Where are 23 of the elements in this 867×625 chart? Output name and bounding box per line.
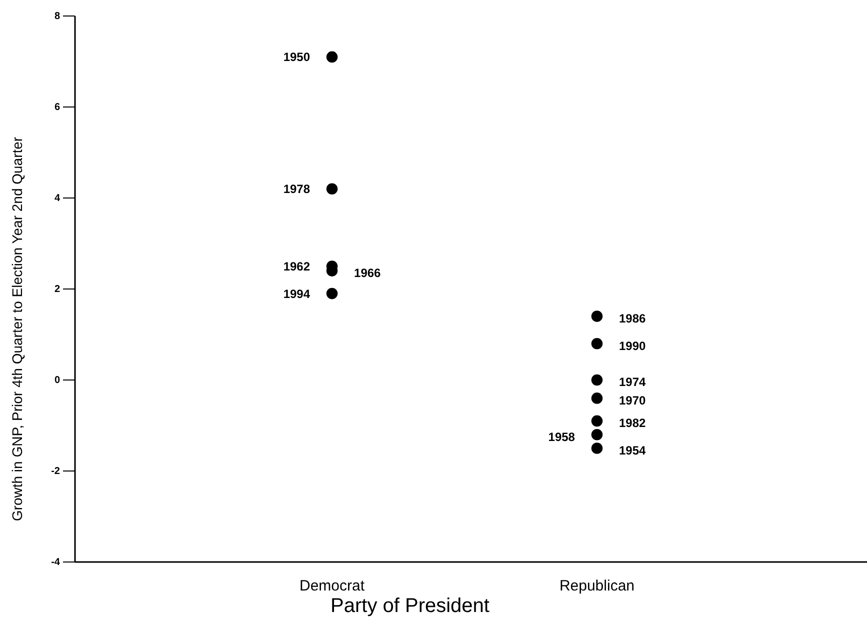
annotation: 1974 — [618, 375, 646, 390]
y-tick-label: 6 — [54, 102, 60, 114]
x-axis-title: Party of President — [330, 595, 490, 617]
y-tick-label: 4 — [54, 193, 60, 204]
annotation: 1962 — [283, 259, 310, 274]
annotation: 1982 — [618, 416, 646, 430]
y-tick-label: -2 — [51, 466, 60, 478]
y-tick-label: 8 — [54, 11, 60, 22]
x-tick-label: Democrat — [300, 578, 366, 595]
annotation: 1994 — [283, 286, 310, 301]
annotation: 1986 — [618, 312, 646, 326]
annotation: 1954 — [618, 443, 646, 458]
y-tick-label: 2 — [54, 284, 60, 296]
x-tick-label: Republican — [559, 578, 635, 595]
annotation: 1950 — [283, 50, 310, 64]
y-tick-label: 0 — [54, 375, 60, 386]
annotation: 1970 — [618, 393, 646, 408]
y-tick-label: -4 — [51, 557, 60, 568]
annotation: 1978 — [283, 182, 310, 196]
y-axis-title: Growth in GNP, Prior 4th Quarter to Election Year 2nd Quarter — [9, 136, 25, 522]
annotation: 1990 — [618, 338, 646, 353]
annotation: 1958 — [548, 430, 576, 444]
annotation: 1966 — [354, 266, 382, 280]
